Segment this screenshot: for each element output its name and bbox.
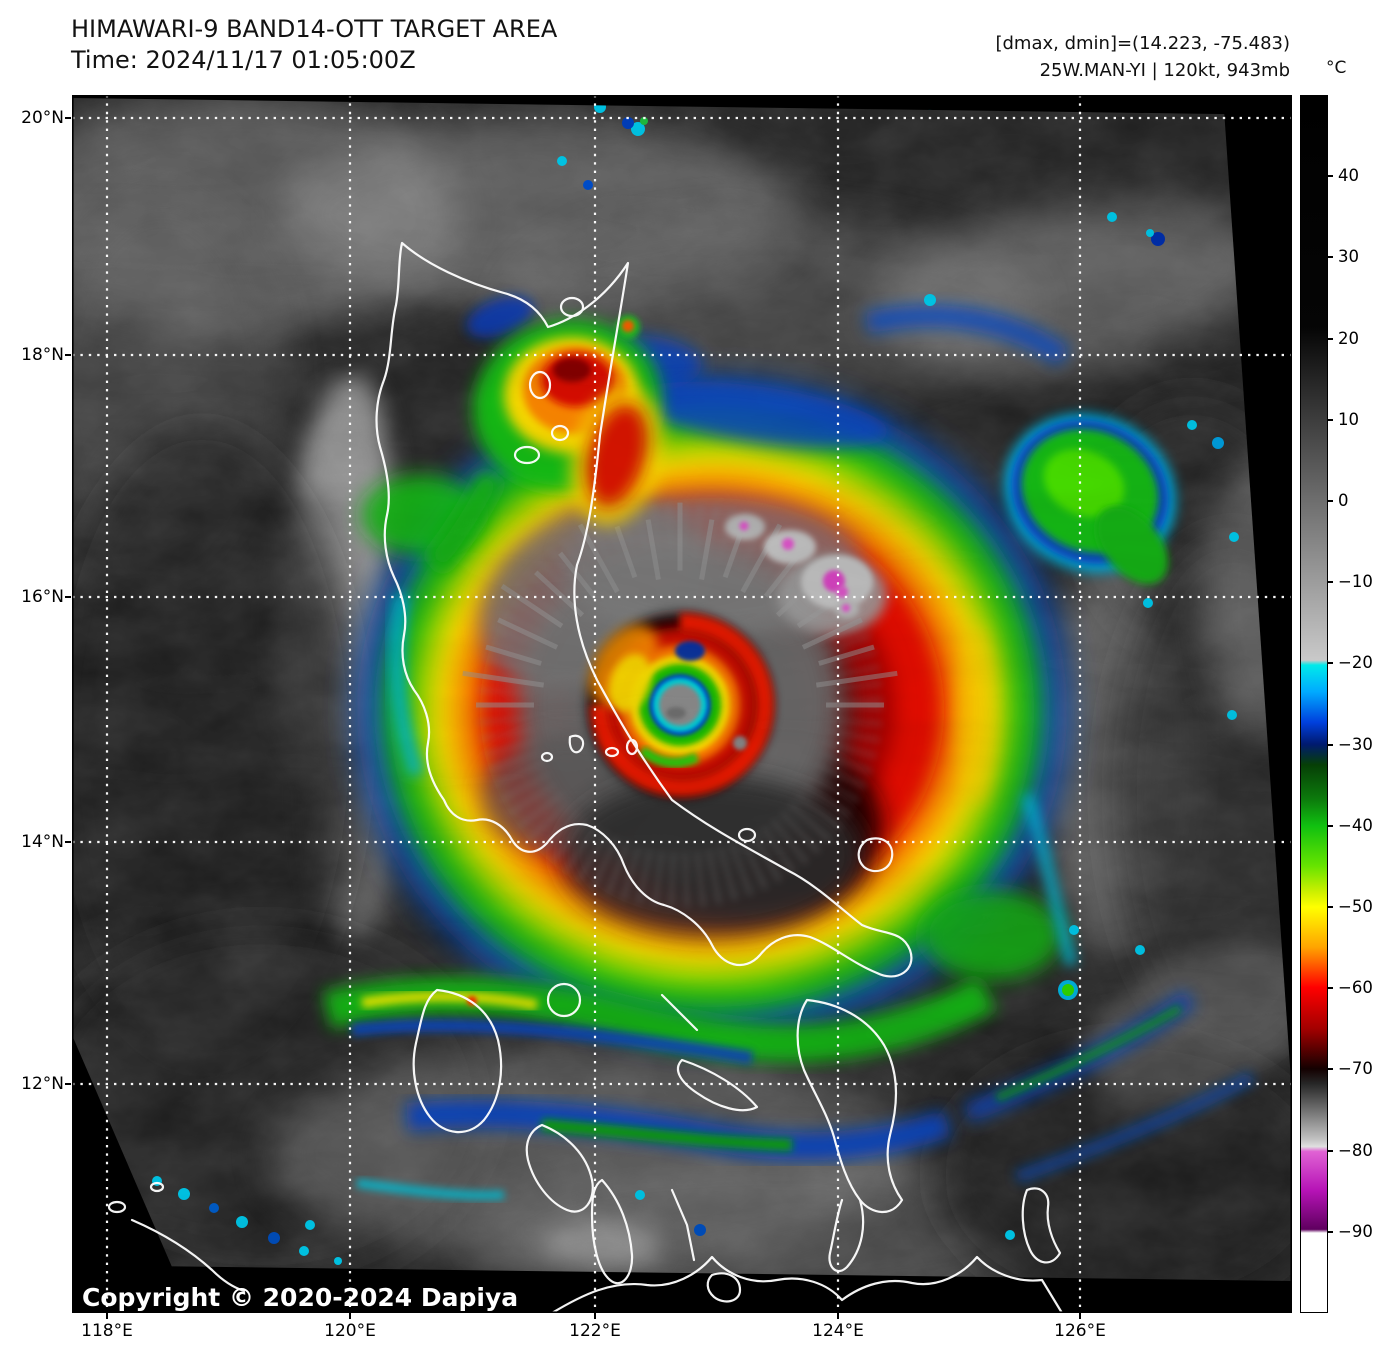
title-block: HIMAWARI-9 BAND14-OTT TARGET AREA Time: … [71, 14, 557, 76]
lon-tick [594, 1313, 596, 1319]
colorbar-tick-label: −30 [1338, 734, 1373, 754]
lat-tick [65, 1083, 71, 1085]
colorbar-tick-label: −10 [1338, 572, 1373, 592]
lon-label: 124°E [812, 1321, 864, 1341]
lat-label: 14°N [21, 832, 64, 852]
colorbar-tick-label: −50 [1338, 897, 1373, 916]
colorbar-tick [1328, 256, 1333, 259]
lon-tick [349, 1313, 351, 1319]
copyright-text: Copyright © 2020-2024 Dapiya [82, 1283, 518, 1312]
lon-tick [1079, 1313, 1081, 1319]
colorbar-unit-label: °C [1326, 58, 1347, 78]
lat-label: 18°N [21, 345, 64, 365]
colorbar-tick-label: 40 [1338, 166, 1359, 186]
colorbar-tick [1328, 500, 1333, 502]
colorbar-tick-label: −60 [1338, 978, 1373, 998]
lon-label: 120°E [324, 1321, 376, 1341]
lon-label: 118°E [81, 1321, 133, 1341]
colorbar-tick [1328, 906, 1333, 908]
lon-tick [106, 1313, 108, 1319]
lat-tick [65, 117, 71, 119]
graticule-gridlines [72, 95, 1292, 1313]
colorbar-tick-label: 0 [1338, 491, 1349, 510]
satellite-map: Copyright © 2020-2024 Dapiya [2, 95, 1352, 1315]
colorbar-tick [1328, 175, 1333, 178]
dmax-dmin-readout: [dmax, dmin]=(14.223, -75.483) [995, 33, 1290, 54]
storm-readout: 25W.MAN-YI | 120kt, 943mb [1039, 60, 1290, 81]
lat-label: 16°N [21, 587, 64, 607]
timestamp: Time: 2024/11/17 01:05:00Z [71, 46, 416, 74]
satellite-image: Copyright © 2020-2024 Dapiya [2, 95, 1352, 1315]
page-title: HIMAWARI-9 BAND14-OTT TARGET AREA [71, 15, 558, 43]
lon-label: 122°E [569, 1321, 621, 1341]
colorbar-tick-label: −20 [1338, 653, 1373, 673]
no-data-wedges [72, 95, 1292, 1313]
colorbar-tick [1328, 824, 1333, 827]
colorbar-tick [1328, 337, 1333, 340]
lon-label: 126°E [1054, 1321, 1106, 1341]
colorbar [1300, 95, 1328, 1313]
lat-label: 20°N [21, 108, 64, 128]
colorbar-tick-label: 20 [1338, 328, 1359, 348]
colorbar-tick [1328, 662, 1333, 665]
lat-tick [65, 841, 71, 843]
colorbar-tick-label: 30 [1338, 247, 1359, 267]
texture-overlay [72, 95, 1292, 1313]
annotation-block: [dmax, dmin]=(14.223, -75.483) 25W.MAN-Y… [995, 30, 1290, 84]
colorbar-tick [1328, 1068, 1333, 1071]
colorbar-tick-label: −90 [1338, 1221, 1373, 1241]
colorbar-tick [1328, 1230, 1333, 1233]
colorbar-tick-label: −40 [1338, 815, 1373, 835]
colorbar-tick [1328, 1149, 1333, 1152]
colorbar-tick [1328, 581, 1333, 584]
map-frame [72, 95, 1293, 1314]
colorbar-tick-label: −80 [1338, 1140, 1373, 1160]
lat-label: 12°N [21, 1074, 64, 1094]
lon-tick [837, 1313, 839, 1319]
colorbar-tick [1328, 987, 1333, 990]
colorbar-tick-label: 10 [1338, 409, 1359, 429]
lat-tick [65, 596, 71, 598]
colorbar-tick [1328, 743, 1333, 746]
colorbar-tick-label: −70 [1338, 1059, 1373, 1079]
lat-tick [65, 354, 71, 356]
colorbar-tick [1328, 418, 1333, 421]
